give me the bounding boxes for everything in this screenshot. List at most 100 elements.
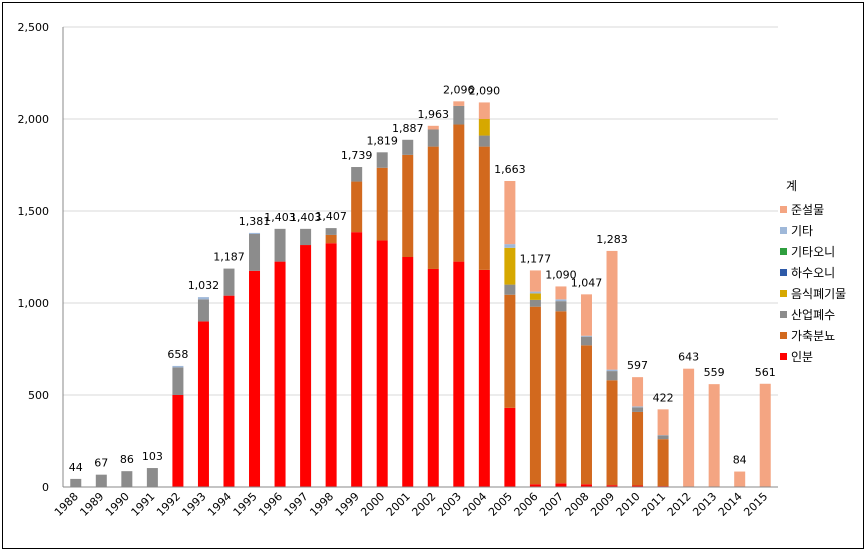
legend-swatch [780, 206, 787, 213]
total-data-label: 1,407 [315, 210, 347, 223]
bar-segment [197, 297, 209, 300]
bar-segment [197, 321, 209, 487]
bar-segment [223, 295, 235, 487]
bar-segment [657, 439, 669, 487]
total-data-label: 597 [627, 359, 648, 372]
bar-segment [759, 383, 771, 487]
x-tick-label: 2010 [614, 490, 643, 519]
x-tick-label: 1990 [103, 490, 132, 519]
legend-label: 가축분뇨 [791, 329, 835, 343]
bar-segment [632, 411, 644, 486]
total-data-label: 1,963 [418, 108, 450, 121]
total-data-label: 1,381 [239, 215, 271, 228]
x-tick-label: 2002 [409, 490, 438, 519]
bar-segment [172, 367, 184, 395]
bar-segment [504, 244, 516, 248]
bar-segment [478, 102, 490, 119]
bar-segment [555, 286, 567, 300]
bar-segment [427, 146, 439, 269]
x-tick-label: 1993 [180, 490, 209, 519]
legend-title: 계 [786, 179, 797, 193]
bar-segment [274, 228, 286, 262]
bar-segment [708, 384, 720, 487]
bar-segment [606, 485, 618, 487]
x-axis: 1988198919901991199219931994199519961997… [52, 486, 778, 519]
bar-segment [453, 261, 465, 487]
x-tick-label: 2005 [486, 490, 515, 519]
bar-segment [555, 301, 567, 312]
legend-label: 하수오니 [791, 266, 835, 280]
bar-segment [478, 146, 490, 270]
bar-segment [529, 291, 541, 294]
bar-segment [606, 380, 618, 486]
bar-segment [427, 129, 439, 147]
x-tick-label: 2003 [435, 490, 464, 519]
x-tick-label: 2015 [741, 490, 770, 519]
bar-segment [197, 299, 209, 322]
total-data-label: 86 [120, 453, 134, 466]
bar-segment [580, 335, 592, 337]
x-tick-label: 2014 [716, 490, 745, 519]
bar-segment [657, 435, 669, 440]
y-tick-label: 500 [28, 389, 49, 402]
legend-swatch [780, 311, 787, 318]
bar-segment [504, 407, 516, 487]
bar-segment [376, 240, 388, 487]
legend-label: 준설물 [791, 203, 824, 217]
x-tick-label: 1991 [129, 490, 158, 519]
bar-segment [300, 228, 312, 246]
bar-segment [376, 167, 388, 241]
bar-segment [606, 371, 618, 381]
bar-segment [478, 135, 490, 147]
x-tick-label: 1992 [154, 490, 183, 519]
x-tick-label: 2012 [665, 490, 694, 519]
x-tick-label: 1996 [256, 490, 285, 519]
legend-swatch [780, 269, 787, 276]
bar-segment [580, 294, 592, 336]
bar-segment [249, 270, 261, 487]
bar-segment [249, 232, 261, 234]
bar-segment [172, 395, 184, 487]
bar-segment [274, 261, 286, 487]
x-tick-label: 2006 [512, 490, 541, 519]
bar-segment [300, 245, 312, 487]
y-tick-label: 1,500 [18, 205, 50, 218]
total-data-label: 1,403 [264, 211, 296, 224]
x-tick-label: 1994 [205, 490, 234, 519]
bar-segment [504, 247, 516, 285]
total-data-label: 559 [704, 366, 725, 379]
legend-swatch [780, 290, 787, 297]
legend-swatch [780, 227, 787, 234]
y-tick-label: 2,500 [18, 21, 50, 34]
x-tick-label: 2011 [639, 490, 668, 519]
bar-segment [580, 336, 592, 346]
total-data-label: 84 [733, 454, 747, 467]
bars [70, 101, 771, 487]
x-tick-label: 1999 [333, 490, 362, 519]
bar-segment [95, 474, 107, 487]
bar-segment [351, 232, 363, 487]
bar-segment [453, 101, 465, 106]
bar-segment [632, 407, 644, 412]
total-data-label: 67 [94, 457, 108, 470]
bar-segment [632, 406, 644, 408]
bar-segment [555, 483, 567, 487]
x-tick-label: 2007 [537, 490, 566, 519]
y-tick-label: 1,000 [18, 297, 50, 310]
y-tick-label: 0 [42, 481, 49, 494]
y-axis: 0 500 1,000 1,500 2,000 2,500 [18, 21, 64, 494]
legend-label: 산업폐수 [791, 308, 835, 322]
total-data-label: 2,096 [443, 83, 475, 96]
total-data-label: 422 [653, 391, 674, 404]
x-tick-label: 2004 [460, 490, 489, 519]
x-tick-label: 1995 [231, 490, 260, 519]
total-data-label: 2,090 [469, 84, 501, 97]
bar-segment [351, 167, 363, 182]
bar-segment [453, 105, 465, 125]
total-data-label: 1,090 [545, 268, 577, 281]
bar-segment [325, 228, 337, 235]
bar-segment [351, 181, 363, 233]
legend-swatch [780, 353, 787, 360]
